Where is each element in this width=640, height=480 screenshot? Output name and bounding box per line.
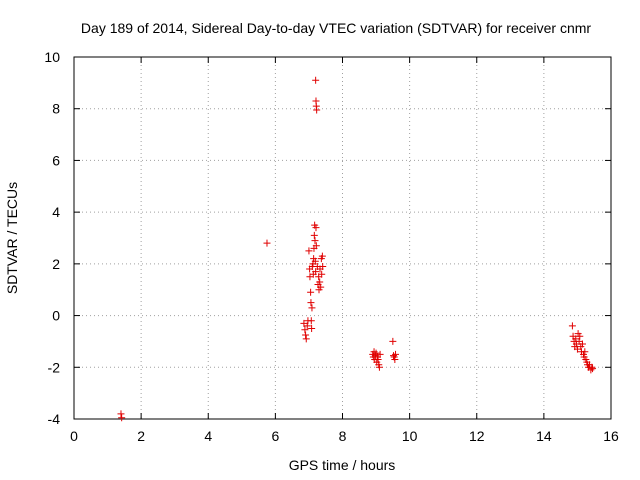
x-tick-label: 6 [271, 428, 279, 444]
y-tick-label: 4 [52, 204, 60, 220]
data-point [392, 350, 400, 358]
data-point [589, 365, 597, 373]
x-tick-label: 14 [536, 428, 552, 444]
x-tick-label: 2 [137, 428, 145, 444]
x-tick-label: 8 [339, 428, 347, 444]
data-point [307, 299, 315, 307]
data-point [312, 268, 320, 276]
data-point [117, 410, 125, 418]
y-tick-label: 6 [52, 152, 60, 168]
y-tick-label: -4 [48, 411, 61, 427]
data-point [118, 414, 126, 422]
x-tick-label: 10 [402, 428, 418, 444]
data-point [312, 76, 320, 84]
data-point [303, 322, 311, 330]
data-point [307, 288, 315, 296]
x-tick-label: 16 [603, 428, 619, 444]
grid [74, 57, 611, 419]
data-point [311, 237, 319, 245]
data-point [389, 337, 397, 345]
data-point [581, 348, 589, 356]
data-point [318, 270, 326, 278]
plot-frame [73, 56, 612, 420]
x-tick-label: 0 [70, 428, 78, 444]
data-point [374, 356, 382, 364]
data-point [312, 224, 320, 232]
data-point [319, 262, 327, 270]
data-point [372, 349, 380, 357]
x-axis-label: GPS time / hours [289, 457, 396, 473]
data-point [391, 356, 399, 364]
data-point [316, 278, 324, 286]
y-tick-label: 10 [44, 49, 60, 65]
data-point [301, 326, 309, 334]
y-tick-label: 2 [52, 256, 60, 272]
data-point [576, 332, 584, 340]
data-point [376, 350, 384, 358]
y-tick-label: -2 [48, 359, 61, 375]
x-tick-label: 4 [204, 428, 212, 444]
data-point [307, 317, 315, 325]
data-point [588, 363, 596, 371]
data-point [308, 304, 316, 312]
x-tick-label: 12 [469, 428, 485, 444]
data-point [263, 239, 271, 247]
data-point [302, 331, 310, 339]
data-point [302, 335, 310, 343]
y-axis-label: SDTVAR / TECUs [4, 182, 20, 294]
data-point [310, 231, 318, 239]
tick-labels: 0 2 4 6 8 10 12 14 16 -4 -2 0 2 4 6 8 10 [44, 49, 619, 444]
y-tick-label: 0 [52, 308, 60, 324]
chart-title: Day 189 of 2014, Sidereal Day-to-day VTE… [81, 20, 591, 36]
data-point [578, 340, 586, 348]
data-point [568, 322, 576, 330]
data-point [308, 325, 316, 332]
y-tick-label: 8 [52, 101, 60, 117]
data-point [312, 242, 320, 250]
data-point [375, 363, 383, 371]
data-point [318, 252, 326, 260]
data-points [117, 76, 597, 422]
data-point [311, 257, 319, 265]
data-point [317, 283, 325, 291]
data-point [313, 106, 321, 114]
data-point [305, 247, 313, 255]
